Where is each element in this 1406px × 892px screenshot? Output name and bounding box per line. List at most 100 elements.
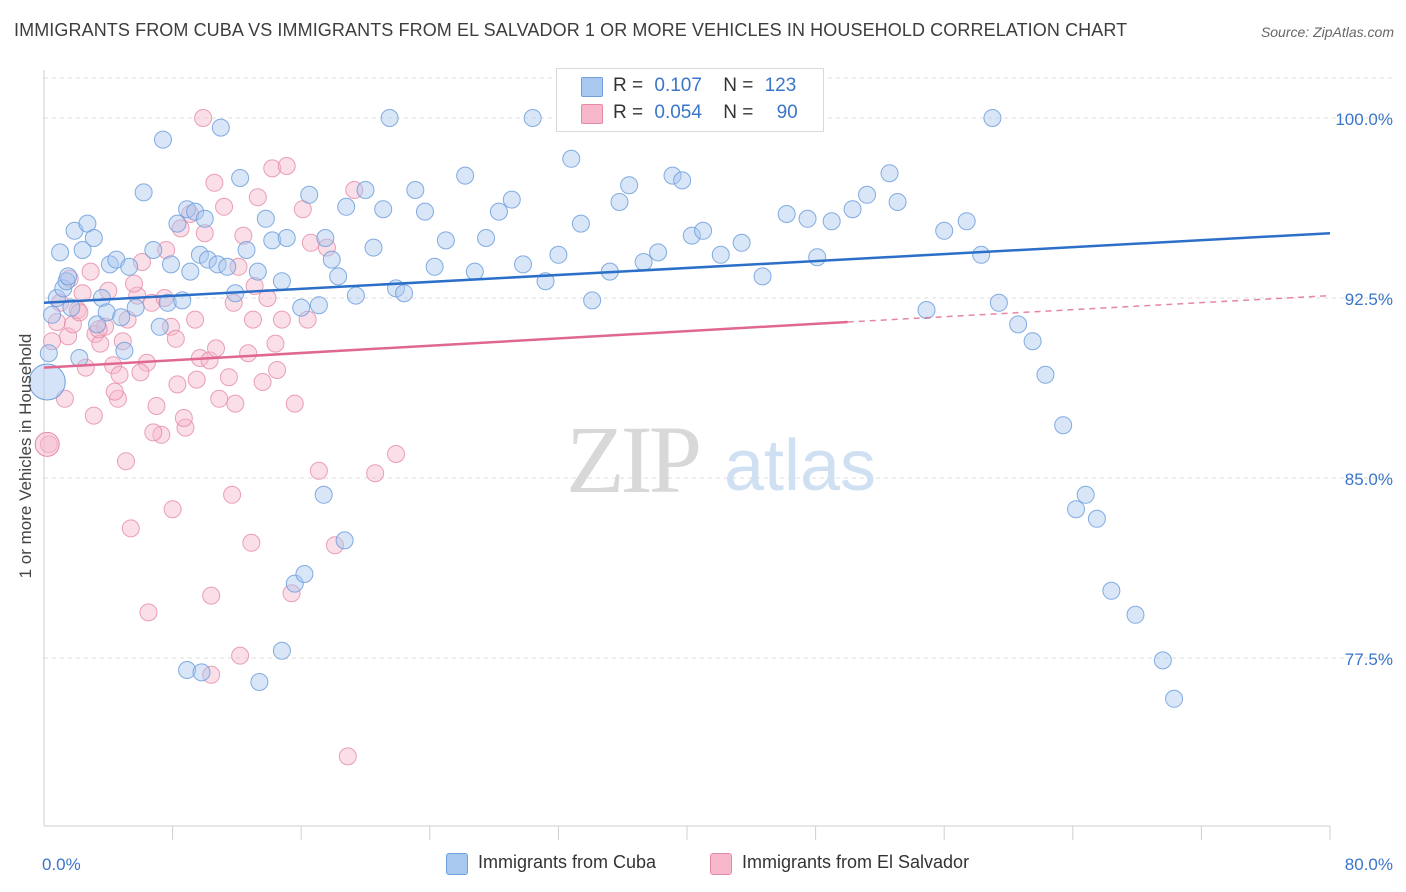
point-cuba bbox=[732, 233, 751, 252]
point-cuba bbox=[523, 109, 542, 127]
x-tick-label: 0.0% bbox=[42, 855, 81, 874]
trend-line-cuba bbox=[43, 231, 1331, 305]
point-cuba bbox=[777, 205, 796, 223]
point-cuba bbox=[84, 229, 103, 247]
point-cuba bbox=[843, 200, 862, 219]
point-el-salvador bbox=[168, 375, 187, 394]
tick-labels: 100.0% 92.5% 85.0% 77.5% 0.0% 80.0% bbox=[42, 110, 1393, 874]
point-cuba bbox=[1054, 416, 1073, 435]
point-cuba bbox=[195, 209, 214, 228]
point-cuba bbox=[73, 241, 92, 259]
watermark: ZIP atlas bbox=[566, 406, 876, 513]
point-cuba bbox=[126, 298, 145, 317]
point-cuba bbox=[957, 212, 976, 231]
point-el-salvador bbox=[84, 406, 103, 425]
point-el-salvador bbox=[157, 241, 176, 259]
point-el-salvador bbox=[194, 109, 213, 127]
point-cuba bbox=[88, 315, 107, 334]
point-cuba bbox=[144, 241, 163, 259]
point-cuba bbox=[158, 293, 177, 312]
legend-r-value-salvador: 0.054 bbox=[654, 102, 702, 123]
point-el-salvador bbox=[266, 334, 285, 353]
point-cuba bbox=[153, 130, 172, 149]
point-cuba bbox=[649, 243, 668, 262]
point-cuba bbox=[753, 267, 772, 286]
point-el-salvador bbox=[81, 262, 100, 281]
point-cuba bbox=[39, 344, 58, 363]
point-cuba bbox=[51, 243, 70, 262]
bottom-legend-swatch-cuba bbox=[446, 853, 468, 875]
point-el-salvador bbox=[131, 363, 150, 382]
point-cuba bbox=[120, 257, 139, 276]
point-cuba bbox=[198, 250, 217, 269]
point-cuba bbox=[694, 221, 713, 240]
point-cuba bbox=[415, 202, 434, 221]
point-cuba bbox=[237, 241, 256, 259]
point-cuba bbox=[634, 253, 653, 271]
point-cuba bbox=[514, 255, 533, 274]
point-cuba bbox=[43, 305, 62, 324]
point-el-salvador bbox=[147, 397, 166, 415]
point-el-salvador bbox=[105, 382, 124, 401]
point-cuba bbox=[711, 245, 730, 264]
point-cuba bbox=[880, 164, 899, 183]
point-cuba bbox=[425, 257, 444, 276]
point-cuba bbox=[808, 248, 827, 267]
point-el-salvador bbox=[34, 431, 60, 457]
bottom-legend-label-salvador: Immigrants from El Salvador bbox=[742, 852, 970, 872]
point-el-salvador bbox=[226, 394, 245, 413]
point-cuba bbox=[186, 202, 205, 221]
legend-n-label: N = bbox=[723, 102, 754, 123]
trend-line-el-salvador-extension bbox=[847, 294, 1331, 323]
point-el-salvador bbox=[144, 423, 163, 442]
x-tick-label: 80.0% bbox=[1345, 855, 1393, 874]
legend-swatch-salvador bbox=[581, 104, 603, 124]
point-cuba bbox=[1036, 365, 1055, 384]
point-el-salvador bbox=[113, 332, 132, 351]
point-el-salvador bbox=[186, 310, 205, 329]
point-cuba bbox=[250, 673, 269, 691]
y-tick-label: 100.0% bbox=[1335, 110, 1393, 129]
y-axis-label: 1 or more Vehicles in Household bbox=[16, 333, 35, 579]
gridlines bbox=[44, 77, 1392, 659]
point-cuba bbox=[822, 212, 841, 231]
point-cuba bbox=[489, 202, 508, 221]
point-el-salvador bbox=[248, 188, 267, 207]
point-el-salvador bbox=[155, 289, 174, 307]
point-el-salvador bbox=[163, 500, 182, 519]
point-el-salvador bbox=[243, 310, 262, 329]
point-el-salvador bbox=[91, 334, 110, 353]
point-el-salvador bbox=[309, 461, 328, 480]
point-cuba bbox=[456, 166, 475, 185]
point-cuba bbox=[337, 197, 356, 216]
point-cuba bbox=[663, 166, 682, 185]
point-cuba bbox=[329, 267, 348, 286]
legend-swatch-cuba bbox=[581, 77, 603, 97]
point-el-salvador bbox=[338, 747, 357, 766]
point-el-salvador bbox=[277, 157, 296, 175]
point-cuba bbox=[316, 229, 335, 247]
point-cuba bbox=[134, 183, 153, 202]
bottom-legend-label-cuba: Immigrants from Cuba bbox=[478, 852, 657, 872]
point-el-salvador bbox=[125, 274, 144, 293]
point-cuba bbox=[620, 176, 639, 195]
point-cuba bbox=[181, 262, 200, 281]
point-cuba bbox=[150, 317, 169, 336]
y-tick-label: 85.0% bbox=[1345, 470, 1393, 489]
point-cuba bbox=[231, 169, 250, 187]
point-cuba bbox=[888, 193, 907, 211]
watermark-zip: ZIP bbox=[566, 406, 699, 513]
series-cuba bbox=[28, 109, 1184, 708]
point-cuba bbox=[935, 221, 954, 240]
point-cuba bbox=[168, 214, 187, 233]
source-label: Source: ZipAtlas.com bbox=[1260, 24, 1394, 40]
point-el-salvador bbox=[176, 418, 195, 437]
point-cuba bbox=[97, 303, 116, 322]
point-cuba bbox=[335, 531, 354, 550]
point-cuba bbox=[502, 190, 521, 209]
point-cuba bbox=[395, 284, 414, 303]
point-cuba bbox=[1023, 332, 1042, 351]
y-tick-label: 92.5% bbox=[1345, 290, 1393, 309]
point-el-salvador bbox=[317, 238, 336, 257]
point-el-salvador bbox=[234, 226, 253, 245]
